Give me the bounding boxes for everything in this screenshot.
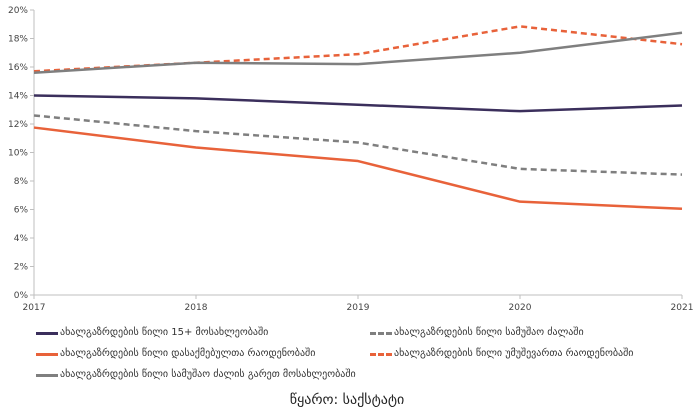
legend-swatch [370,331,392,335]
series-lines [33,25,683,211]
legend-label: ახალგაზრდების წილი უმუშევართა რაოდენობაშ… [394,348,634,359]
y-tick-label: 0% [14,291,29,301]
y-tick-label: 8% [14,177,29,187]
x-tick-label: 2020 [509,303,532,313]
y-tick-label: 16% [8,63,28,73]
legend-swatch [36,373,58,377]
legend-swatch [36,331,58,335]
legend-label: ახალგაზრდების წილი დასაქმებულთა რაოდენობ… [60,348,316,359]
series-line-3 [33,126,683,211]
legend-label: ახალგაზრდების წილი 15+ მოსახლეობაში [60,327,269,338]
y-tick-label: 2% [14,263,29,273]
legend-item-1: ახალგაზრდების წილი 15+ მოსახლეობაში [36,327,268,339]
legend-item-2: ახალგაზრდების წილი სამუშაო ძალაში [370,327,584,339]
axes: 0% 2% 4% 6% 8% 10% 12% 14% 16% 18% 20% 2017 2018 2019… [8,6,693,313]
y-tick-label: 10% [8,149,28,159]
legend-item-3: ახალგაზრდების წილი დასაქმებულთა რაოდენობ… [36,348,315,360]
legend-swatch [370,352,392,356]
legend-label: ახალგაზრდების წილი სამუშაო ძალის გარეთ მ… [60,369,356,380]
y-tick-label: 18% [8,35,28,45]
series-line-5 [33,31,683,74]
line-chart: 0% 2% 4% 6% 8% 10% 12% 14% 16% 18% 20% 2017 2018 2019… [8,6,693,313]
x-tick-label: 2017 [23,303,46,313]
source-note: წყარო: საქსტატი [289,392,405,408]
y-tick-label: 20% [8,6,28,16]
y-tick-label: 14% [8,92,28,102]
legend-swatch [36,352,58,356]
y-tick-label: 6% [14,206,29,216]
y-tick-label: 12% [8,120,28,130]
legend-item-5: ახალგაზრდების წილი სამუშაო ძალის გარეთ მ… [36,369,356,381]
y-tick-label: 4% [14,234,29,244]
x-tick-label: 2019 [347,303,370,313]
legend-item-4: ახალგაზრდების წილი უმუშევართა რაოდენობაშ… [370,348,633,360]
x-tick-label: 2018 [185,303,208,313]
legend-label: ახალგაზრდების წილი სამუშაო ძალაში [394,327,584,338]
series-line-2 [33,114,683,176]
series-line-1 [33,94,683,113]
x-tick-label: 2021 [671,303,694,313]
